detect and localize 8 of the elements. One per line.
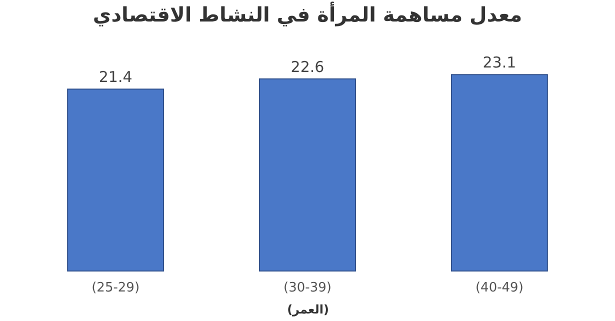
data-label: 22.6: [290, 58, 324, 76]
x-axis-title: (العمر): [287, 302, 329, 316]
x-tick-label: (40-49): [475, 280, 524, 296]
data-label: 21.4: [98, 68, 132, 86]
x-tick-label: (30-39): [284, 280, 332, 296]
chart-title: معدل مساهمة المرأة في النشاط الاقتصادي: [92, 2, 522, 27]
x-tick-label: (25-29): [92, 280, 140, 296]
data-label: 23.1: [482, 54, 516, 72]
